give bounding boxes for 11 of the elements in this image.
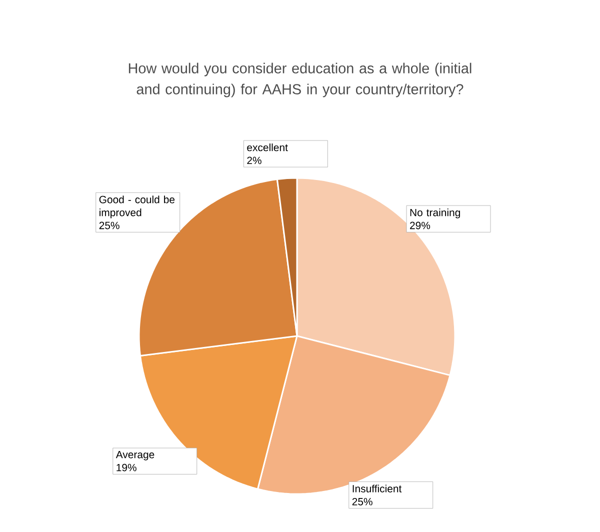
data-label: 29%: [410, 222, 430, 230]
slice-label: Good - could be improved: [99, 196, 175, 218]
chart-title: How would you consider education as a whole (initial and continuing) for AAHS in your country/territory?: [128, 62, 472, 98]
slice-label: No training: [410, 208, 460, 218]
data-label: 25%: [99, 222, 120, 230]
data-label: 2%: [247, 156, 262, 164]
slice-label: excellent: [247, 143, 288, 152]
slice-label: Insufficient: [352, 484, 402, 492]
data-label: 25%: [352, 498, 372, 506]
data-label: 19%: [116, 464, 136, 472]
slice-label: Average: [116, 450, 154, 460]
